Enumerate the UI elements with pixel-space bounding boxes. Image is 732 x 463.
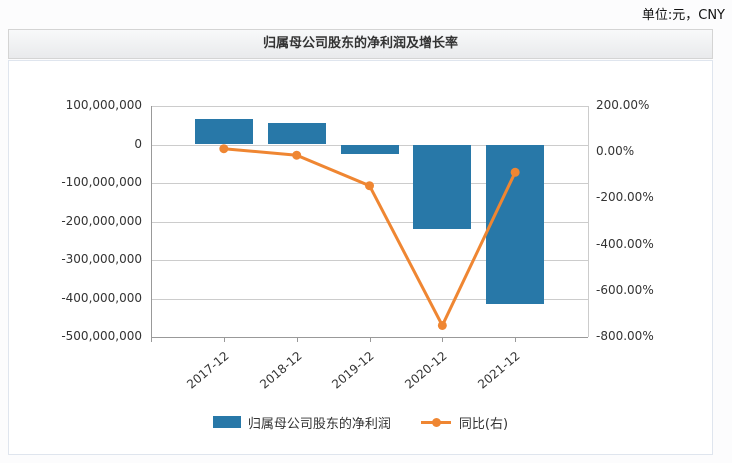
legend-item-yoy[interactable]: 同比(右) [420, 413, 509, 432]
x-axis-tick [369, 337, 371, 342]
chart-title: 归属母公司股东的净利润及增长率 [262, 36, 458, 51]
plot-area: 100,000,000 0 -100,000,000 -200,000,000 -300… [9, 61, 712, 454]
bar-2020-12[interactable] [413, 144, 472, 230]
chart-title-bar: 归属母公司股东的净利润及增长率 [8, 29, 713, 59]
y-axis-left-label: -300,000,000 [61, 252, 142, 266]
plot-right-border [588, 106, 589, 337]
legend: 归属母公司股东的净利润 同比(右) [9, 413, 712, 432]
bar-2018-12[interactable] [267, 123, 326, 145]
yoy-point-2019-12[interactable] [365, 181, 374, 191]
bar-2019-12[interactable] [340, 144, 399, 155]
x-axis-label: 2019-12 [329, 348, 377, 392]
x-axis-label: 2020-12 [402, 348, 450, 392]
bar-series-swatch-icon [212, 416, 241, 428]
y-axis-left-label: 0 [134, 136, 142, 151]
x-axis-label: 2018-12 [256, 348, 305, 392]
y-axis-left-label: 100,000,000 [65, 98, 142, 112]
yoy-point-2017-12[interactable] [219, 144, 229, 154]
unit-label: 单位:元，CNY [641, 8, 725, 23]
chart-panel: 100,000,000 0 -100,000,000 -200,000,000 -300… [8, 60, 713, 455]
x-axis-tick [442, 337, 444, 342]
legend-item-net-profit[interactable]: 归属母公司股东的净利润 [212, 413, 391, 432]
x-axis-tick [515, 337, 517, 342]
x-axis-label: 2017-12 [183, 348, 232, 392]
x-axis-tick [296, 337, 298, 342]
y-axis-right-label: -600.00% [596, 282, 654, 297]
grid-line [151, 106, 588, 107]
y-axis-left-label: -100,000,000 [61, 175, 142, 189]
legend-label-net-profit: 归属母公司股东的净利润 [247, 416, 391, 432]
line-series-swatch-icon [420, 417, 451, 427]
y-axis-left-label: -500,000,000 [61, 329, 142, 343]
y-axis-left-label: -200,000,000 [61, 213, 142, 228]
yoy-point-2018-12[interactable] [292, 150, 302, 160]
yoy-point-2020-12[interactable] [437, 320, 447, 330]
y-axis-right-label: -800.00% [596, 329, 654, 343]
bar-2017-12[interactable] [194, 119, 253, 145]
y-axis-right-label: -400.00% [596, 236, 654, 251]
y-axis-right-label: -200.00% [596, 190, 654, 205]
y-axis-left-label: -400,000,000 [61, 290, 142, 305]
yoy-point-2021-12[interactable] [510, 167, 520, 177]
y-axis-line [151, 106, 152, 342]
y-axis-right-label: 0.00% [596, 144, 635, 159]
legend-label-yoy: 同比(右) [458, 416, 509, 432]
y-axis-right-label: 200.00% [596, 98, 650, 112]
x-axis-label: 2021-12 [475, 348, 523, 392]
x-axis-tick [223, 337, 225, 342]
